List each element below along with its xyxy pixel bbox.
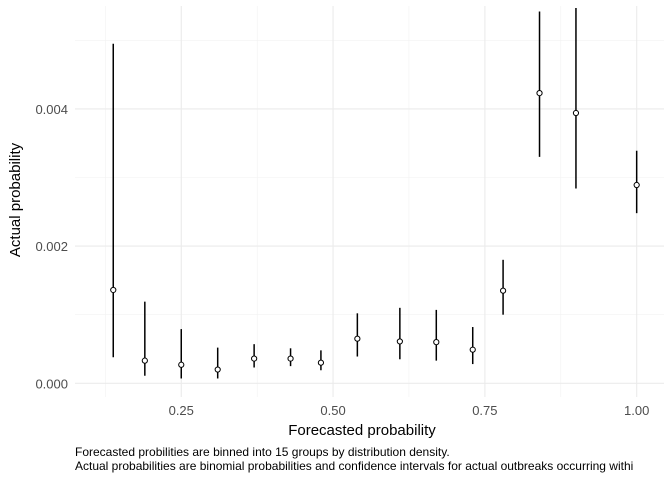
data-point xyxy=(214,366,221,373)
x-tick-label: 0.50 xyxy=(320,403,345,418)
data-point xyxy=(396,338,403,345)
minor-gridlines xyxy=(75,6,664,397)
data-point xyxy=(499,287,507,294)
x-tick-label: 0.75 xyxy=(472,403,497,418)
data-point xyxy=(178,361,185,368)
data-point xyxy=(251,355,258,362)
x-tick-label: 1.00 xyxy=(624,403,649,418)
caption-line-1: Forecasted probilities are binned into 1… xyxy=(75,445,450,459)
x-axis-tick-labels: 0.25 0.50 0.75 1.00 xyxy=(169,403,650,418)
x-tick-label: 0.25 xyxy=(169,403,194,418)
major-gridlines xyxy=(75,6,664,397)
x-axis-label: Forecasted probability xyxy=(288,422,436,439)
data-point xyxy=(536,90,543,97)
data-point xyxy=(469,346,476,353)
y-axis-label: Actual probability xyxy=(7,142,24,257)
data-point xyxy=(141,357,148,364)
data-point xyxy=(633,181,640,189)
data-point xyxy=(317,359,325,366)
data-point xyxy=(354,335,361,342)
data-point xyxy=(110,286,117,294)
data-point xyxy=(287,355,294,362)
y-tick-label: 0.002 xyxy=(35,239,68,254)
data-point xyxy=(433,339,440,346)
y-tick-label: 0.000 xyxy=(35,376,68,391)
data-point xyxy=(572,109,580,117)
caption-line-2: Actual probabilities are binomial probab… xyxy=(75,459,634,473)
error-bar-points xyxy=(110,8,640,379)
y-axis-tick-labels: 0.000 0.002 0.004 xyxy=(35,102,68,391)
y-tick-label: 0.004 xyxy=(35,102,68,117)
